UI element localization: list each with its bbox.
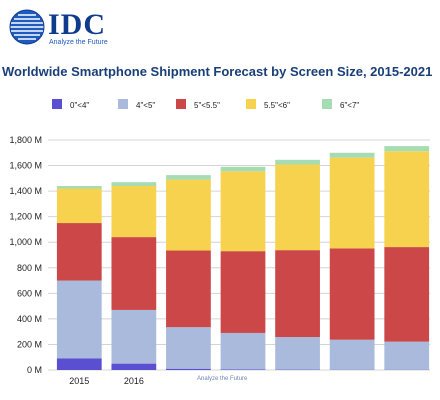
legend-swatch	[176, 99, 186, 109]
x-axis: 2015 2016	[69, 376, 144, 386]
bar-segment	[166, 175, 211, 180]
bar-segment	[56, 186, 102, 189]
bar-segment	[220, 369, 266, 370]
bar-segment	[166, 327, 211, 369]
y-tick-label: 1,800 M	[9, 135, 42, 145]
legend-swatch	[322, 99, 332, 109]
legend-label: 6"<7"	[340, 101, 359, 110]
bar-segment	[56, 188, 102, 224]
bar-segment	[329, 248, 375, 340]
bar-segment	[111, 186, 157, 238]
y-tick-label: 1,200 M	[9, 212, 42, 222]
y-tick-label: 800 M	[17, 263, 42, 273]
bar-segment	[111, 309, 157, 364]
x-tick-label: 2015	[69, 376, 89, 386]
bar-segment	[384, 341, 430, 370]
legend-swatch	[118, 99, 128, 109]
y-tick-label: 600 M	[17, 288, 42, 298]
bar-segment	[384, 151, 430, 248]
bar-segment	[384, 146, 430, 152]
y-axis: 0 M 200 M 400 M 600 M 800 M 1,000 M 1,200 M 1,4…	[9, 135, 42, 375]
bar-segment	[275, 164, 320, 251]
bar-segment	[329, 152, 375, 158]
legend-label: 5.5"<6"	[264, 101, 290, 110]
legend-label: 4"<5"	[136, 101, 155, 110]
bar-segment	[329, 157, 375, 249]
y-tick-label: 1,400 M	[9, 186, 42, 196]
idc-logo: IDC Analyze the Future	[8, 8, 128, 48]
bar-segment	[56, 223, 102, 281]
idc-logo-text: IDC	[48, 8, 107, 41]
bar-segment	[275, 337, 320, 370]
legend-label: 5"<5.5"	[194, 101, 220, 110]
chart-title: Worldwide Smartphone Shipment Forecast b…	[2, 64, 433, 79]
x-tick-label: 2016	[124, 376, 144, 386]
legend-label: 0"<4"	[70, 101, 89, 110]
bar-segment	[56, 358, 102, 370]
bar-segment	[275, 250, 320, 338]
bar-segment	[329, 339, 375, 370]
y-tick-label: 1,600 M	[9, 161, 42, 171]
chart-legend: 0"<4" 4"<5" 5"<5.5" 5.5"<6" 6"<7"	[52, 99, 359, 110]
bar-segment	[111, 237, 157, 310]
bar-segment	[56, 280, 102, 359]
idc-logo-tagline: Analyze the Future	[49, 39, 108, 46]
y-tick-label: 0 M	[27, 365, 42, 375]
bar-segment	[111, 182, 157, 186]
idc-globe-icon	[9, 9, 45, 45]
bar-segment	[166, 250, 211, 328]
bar-segment	[220, 166, 266, 172]
y-tick-label: 400 M	[17, 314, 42, 324]
y-tick-label: 1,000 M	[9, 237, 42, 247]
chart-bars	[56, 146, 430, 370]
bar-segment	[220, 251, 266, 333]
bar-segment	[111, 363, 157, 370]
y-tick-label: 200 M	[17, 339, 42, 349]
legend-swatch	[246, 99, 256, 109]
bar-segment	[220, 171, 266, 252]
bar-segment	[220, 332, 266, 370]
bar-segment	[384, 247, 430, 342]
bar-segment	[275, 159, 320, 165]
legend-swatch	[52, 99, 62, 109]
bar-segment	[166, 179, 211, 251]
bar-segment	[166, 368, 211, 370]
watermark-text: Analyze the Future	[197, 376, 248, 382]
